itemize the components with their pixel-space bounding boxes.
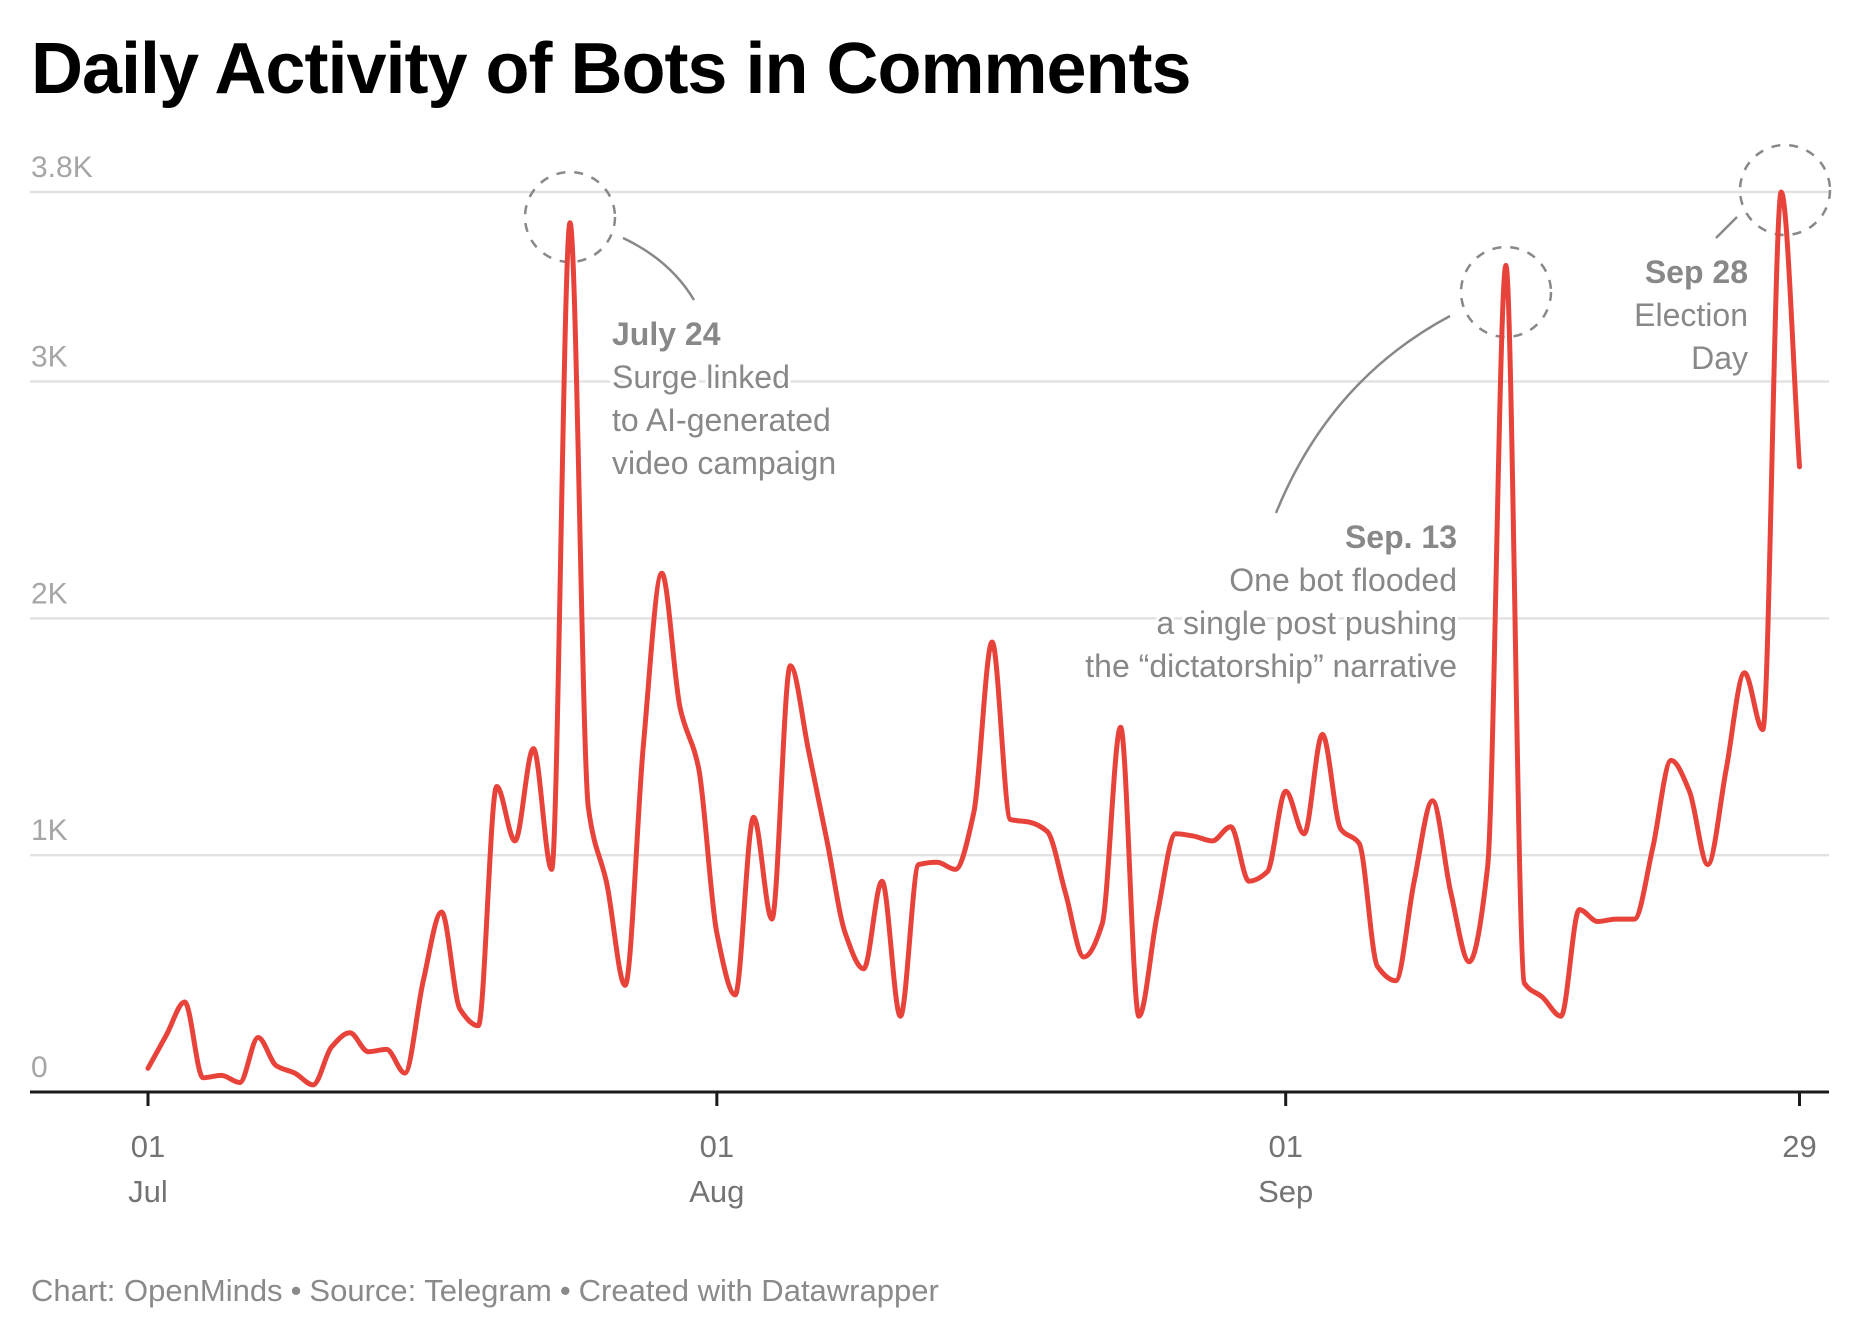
annotation-line: Day: [1691, 340, 1748, 376]
annotation-line: video campaign: [612, 445, 836, 481]
x-tick-month-label: Jul: [128, 1174, 168, 1209]
series-line-bot-comments: [145, 189, 1802, 1088]
x-axis-ticks: 01 Jul 01 Aug 01 Sep 29: [128, 1092, 1817, 1209]
y-tick-label: 0: [31, 1051, 48, 1084]
x-tick-label: 01: [1268, 1129, 1302, 1164]
y-axis-labels: 0 1K 2K 3K 3.8K: [31, 151, 93, 1084]
chart-credit: Chart: OpenMinds: [31, 1273, 283, 1308]
tool-credit: Created with Datawrapper: [578, 1273, 939, 1308]
source-credit: Source: Telegram: [309, 1273, 552, 1308]
annotation-line: the “dictatorship” narrative: [1085, 648, 1457, 684]
annotation-markers: [523, 143, 1832, 514]
footer-separator: •: [290, 1273, 302, 1308]
y-tick-label: 3.8K: [31, 151, 93, 184]
gridlines: [30, 190, 1829, 857]
x-tick-month-label: Sep: [1258, 1174, 1313, 1209]
x-tick-label: 29: [1782, 1129, 1816, 1164]
annotation-heading: July 24: [612, 316, 721, 352]
footer: Chart: OpenMinds • Source: Telegram • Create…: [31, 1273, 939, 1309]
footer-separator: •: [559, 1273, 571, 1308]
annotation-connector: [1274, 314, 1451, 514]
annotation-heading: Sep. 13: [1345, 519, 1457, 555]
annotation-line: to AI-generated: [612, 402, 831, 438]
annotation-connector: [622, 236, 696, 301]
annotation-connector: [1715, 216, 1738, 239]
annotation-highlight-circle: [1459, 245, 1553, 339]
y-tick-label: 2K: [31, 577, 68, 610]
annotation-highlight-circle: [523, 170, 617, 264]
x-tick-label: 01: [700, 1129, 734, 1164]
annotation-line: One bot flooded: [1229, 562, 1457, 598]
annotation-texts: July 24 Surge linked to AI-generated video …: [609, 254, 1751, 687]
y-tick-label: 3K: [31, 340, 68, 373]
annotation-line: Election: [1634, 297, 1748, 333]
y-tick-label: 1K: [31, 814, 68, 847]
annotation-line: Surge linked: [612, 359, 790, 395]
annotation-line: a single post pushing: [1156, 605, 1457, 641]
x-tick-month-label: Aug: [689, 1174, 744, 1209]
chart-title: Daily Activity of Bots in Comments: [31, 29, 1192, 109]
annotation-highlight-circle: [1738, 143, 1832, 237]
x-tick-label: 01: [131, 1129, 165, 1164]
annotation-heading: Sep 28: [1645, 254, 1748, 290]
